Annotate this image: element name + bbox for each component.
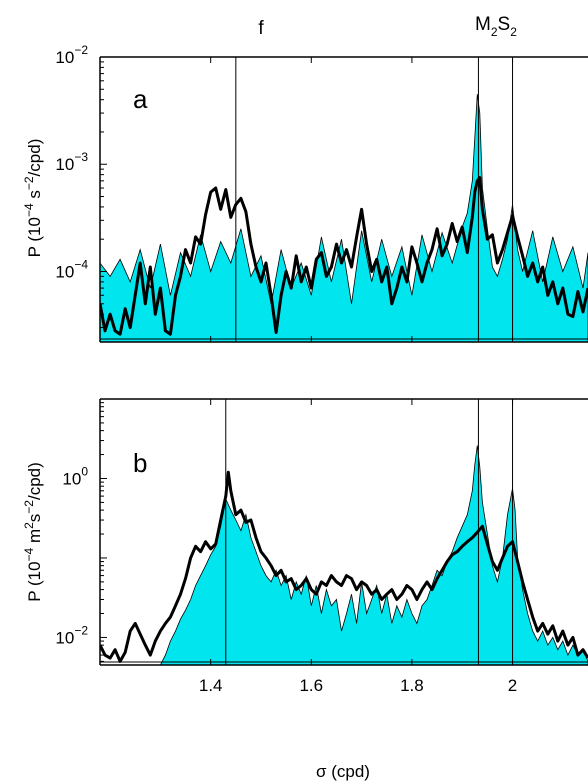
panel-a: 10−4 10−3 10−2 a P (10−4 s−2/cpd)	[22, 43, 588, 343]
x-tick-label-2: 1.8	[400, 676, 424, 695]
panel-b-ytick-label-0: 10−2	[55, 623, 88, 647]
panel-b-thick-series	[100, 470, 588, 663]
x-tick-label-3: 2	[508, 676, 517, 695]
x-tick-label-0: 1.4	[199, 676, 223, 695]
x-axis-title: σ (cpd)	[316, 762, 370, 781]
x-tick-label-1: 1.6	[299, 676, 323, 695]
panel-a-ytick-label-1: 10−3	[55, 150, 88, 174]
panel-a-thick-series	[100, 176, 588, 336]
panel-a-filled-series	[100, 94, 588, 342]
panel-b: 10−2 100 b P (10−4 m2s−2/cpd)	[22, 398, 588, 666]
panel-b-letter: b	[133, 448, 147, 478]
m2s2-line-label: M2S2	[475, 14, 517, 39]
panel-b-ytick-label-1: 100	[62, 464, 88, 488]
panel-a-ytick-label-2: 10−2	[55, 43, 88, 67]
f-line-label: f	[258, 18, 264, 39]
panel-b-ylabel: P (10−4 m2s−2/cpd)	[22, 462, 44, 602]
panel-a-letter: a	[133, 84, 148, 114]
panel-a-ytick-label-0: 10−4	[55, 257, 88, 281]
panel-a-ylabel: P (10−4 s−2/cpd)	[22, 139, 44, 258]
